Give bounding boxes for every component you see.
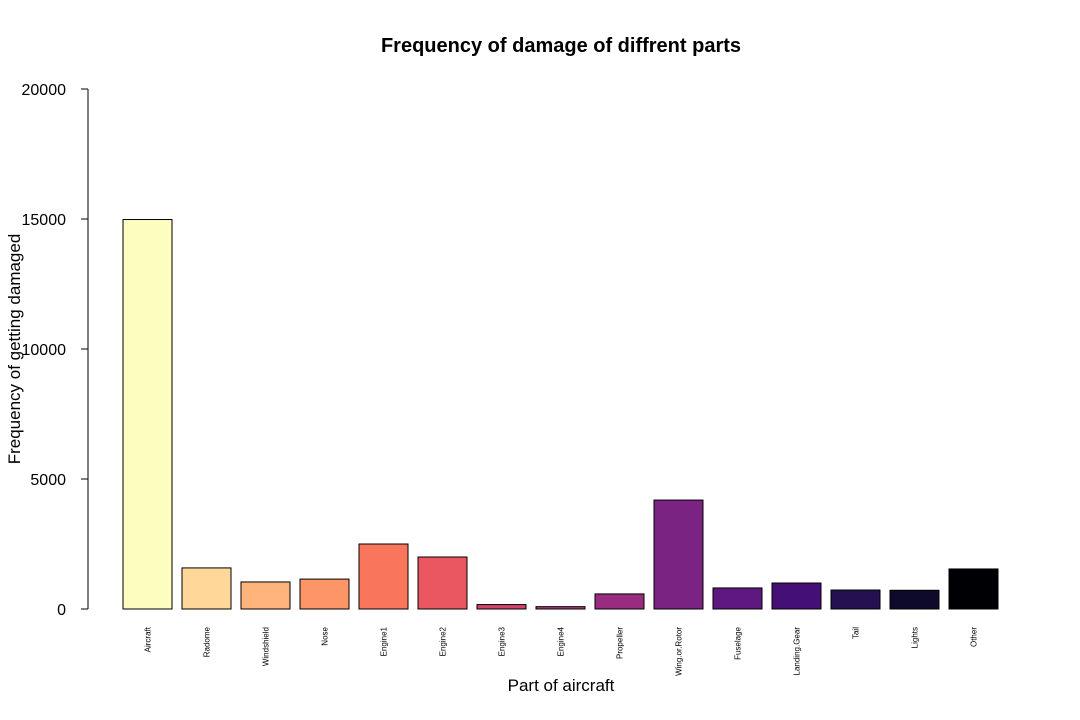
category-label: Windshield [262, 627, 271, 666]
category-label: Engine3 [498, 626, 507, 656]
y-tick-label: 20000 [22, 82, 67, 99]
category-label: Engine4 [557, 626, 566, 656]
category-label: Engine1 [380, 626, 389, 656]
y-tick-label: 10000 [22, 342, 67, 359]
category-label: Aircraft [144, 626, 153, 652]
bar-radome [181, 567, 232, 610]
y-axis-title: Frequency of getting damaged [5, 234, 24, 465]
bar-other [948, 568, 999, 610]
y-tick-label: 5000 [30, 472, 66, 489]
bar-lights [889, 589, 940, 610]
category-label: Other [970, 627, 979, 647]
bar-nose [299, 578, 350, 610]
category-label: Propeller [616, 627, 625, 659]
bar-engine3 [476, 604, 527, 610]
bar-wing-or-rotor [653, 499, 704, 610]
bar-propeller [594, 593, 645, 610]
bar-engine4 [535, 606, 586, 610]
category-label: Fuselage [734, 626, 743, 659]
category-label: Landing.Gear [793, 627, 802, 676]
bars [122, 219, 999, 610]
category-label: Radome [203, 626, 212, 657]
bar-windshield [240, 581, 291, 610]
bar-tail [830, 589, 881, 610]
y-tick-label: 15000 [22, 212, 67, 229]
bar-engine2 [417, 556, 468, 610]
category-label: Engine2 [439, 626, 448, 656]
category-label: Tail [852, 627, 861, 639]
chart-title: Frequency of damage of diffrent parts [381, 35, 741, 57]
bar-aircraft [122, 219, 173, 610]
bar-landing-gear [771, 582, 822, 610]
category-label: Nose [321, 626, 330, 645]
bar-engine1 [358, 543, 409, 610]
y-tick-label: 0 [57, 602, 66, 619]
y-axis: 0 5000 10000 15000 20000 [22, 82, 89, 619]
category-label: Wing.or.Rotor [675, 627, 684, 676]
bar-fuselage [712, 587, 763, 610]
category-label: Lights [911, 627, 920, 648]
category-labels: Aircraft Radome Windshield Nose Engine1 Engin… [144, 626, 979, 676]
x-axis-title: Part of aircraft [508, 676, 615, 695]
